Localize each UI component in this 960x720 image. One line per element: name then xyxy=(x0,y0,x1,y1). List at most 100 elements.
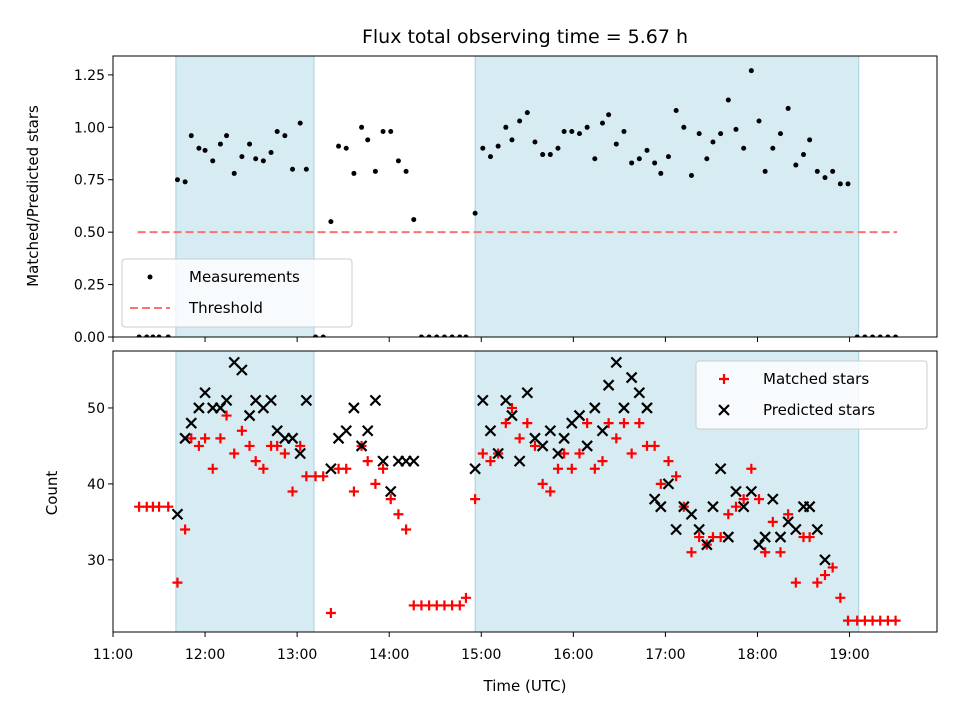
matched-point xyxy=(783,509,794,520)
predicted-point xyxy=(589,402,601,414)
predicted-point xyxy=(625,371,638,384)
matched-point xyxy=(163,501,174,512)
predicted-point xyxy=(484,424,497,437)
matched-point xyxy=(626,448,637,459)
predicted-point xyxy=(693,523,705,536)
predicted-point xyxy=(492,447,504,460)
measurement-point xyxy=(388,128,394,134)
matched-point xyxy=(597,456,608,467)
measurement-point xyxy=(584,124,590,130)
matched-point xyxy=(694,532,705,543)
matched-point xyxy=(460,592,471,603)
measurement-point xyxy=(704,156,710,162)
predicted-point xyxy=(811,523,824,536)
measurement-point xyxy=(807,137,813,143)
matched-point xyxy=(843,615,854,626)
measurement-point xyxy=(893,334,899,337)
measurement-point xyxy=(253,156,259,162)
measurement-point xyxy=(495,143,501,149)
matched-point xyxy=(790,577,801,588)
predicted-point xyxy=(685,508,698,521)
y-tick-label: 0.75 xyxy=(74,173,105,189)
measurement-point xyxy=(569,128,575,134)
count-panel: 30 40 50 11:00 12:00 13:00 14:00 15:00 16:00 17:0… xyxy=(87,350,938,663)
count-y-axis-label: Count xyxy=(43,471,61,516)
measurement-point xyxy=(741,145,747,151)
measurement-point xyxy=(777,131,783,137)
matched-point xyxy=(341,463,352,474)
axes-frame xyxy=(112,350,938,633)
matched-point xyxy=(775,547,786,558)
matched-point xyxy=(522,418,533,429)
predicted-point xyxy=(722,531,735,543)
matched-point xyxy=(172,577,183,588)
predicted-point xyxy=(701,538,713,551)
measurement-point xyxy=(681,124,687,130)
matched-point xyxy=(618,418,629,429)
measurement-point xyxy=(210,158,216,164)
measurement-point xyxy=(524,110,530,116)
predicted-point xyxy=(513,455,526,467)
matched-point xyxy=(193,440,204,451)
measurement-point xyxy=(673,108,679,114)
y-tick-label: 1.25 xyxy=(74,68,105,84)
matched-point xyxy=(589,463,600,474)
matched-point xyxy=(186,433,197,444)
x-tick-label: 12:00 xyxy=(185,647,225,663)
y-tick-label: 0.25 xyxy=(74,278,105,294)
matched-point xyxy=(215,433,226,444)
matched-point xyxy=(566,463,577,474)
measurement-point xyxy=(877,334,883,337)
predicted-point xyxy=(171,508,184,521)
measurement-point xyxy=(403,168,409,174)
matched-point xyxy=(767,516,778,527)
predicted-point xyxy=(819,554,831,566)
predicted-point xyxy=(558,432,570,445)
ratio-panel: 0.00 0.25 0.50 0.75 1.00 1.25 Measurements Thre… xyxy=(74,55,938,346)
predicted-point xyxy=(759,531,771,543)
predicted-point xyxy=(767,493,779,505)
y-tick-label: 0.50 xyxy=(74,225,105,241)
measurement-point xyxy=(457,334,463,337)
matched-point xyxy=(819,570,830,581)
matched-point xyxy=(221,410,232,421)
measurement-point xyxy=(606,112,612,118)
measurement-point xyxy=(845,181,851,187)
x-tick-label: 19:00 xyxy=(829,647,869,663)
predicted-point xyxy=(340,424,353,437)
plot-area xyxy=(136,56,899,337)
matched-point xyxy=(514,433,525,444)
measurement-point xyxy=(725,97,731,103)
matched-point xyxy=(655,478,666,489)
measurement-point xyxy=(174,177,180,183)
predicted-point xyxy=(714,462,727,475)
measurement-point xyxy=(434,334,440,337)
predicted-point xyxy=(803,500,816,513)
measurement-point xyxy=(756,118,762,124)
predicted-point xyxy=(199,386,211,399)
predicted-point xyxy=(506,409,518,422)
measurement-point xyxy=(303,166,309,172)
measurement-point xyxy=(822,175,828,181)
matched-point xyxy=(545,486,556,497)
predicted-point xyxy=(536,440,549,452)
predicted-point xyxy=(707,500,719,513)
y-tick-label: 1.00 xyxy=(74,120,105,136)
measurement-point xyxy=(540,152,546,158)
measurement-point xyxy=(239,154,245,160)
matched-point xyxy=(500,418,511,429)
matched-point xyxy=(611,433,622,444)
predicted-point xyxy=(618,402,630,414)
predicted-point xyxy=(243,409,256,422)
matched-point xyxy=(401,524,412,535)
legend-label: Predicted stars xyxy=(763,401,875,419)
measurement-point xyxy=(449,334,455,337)
measurement-point xyxy=(547,152,553,158)
measurement-point xyxy=(136,334,142,337)
measurement-point xyxy=(718,131,724,137)
measurement-point xyxy=(762,168,768,174)
measurement-point xyxy=(463,334,469,337)
measurement-point xyxy=(652,160,658,166)
measurement-point xyxy=(733,126,739,132)
measurement-point xyxy=(328,219,334,225)
